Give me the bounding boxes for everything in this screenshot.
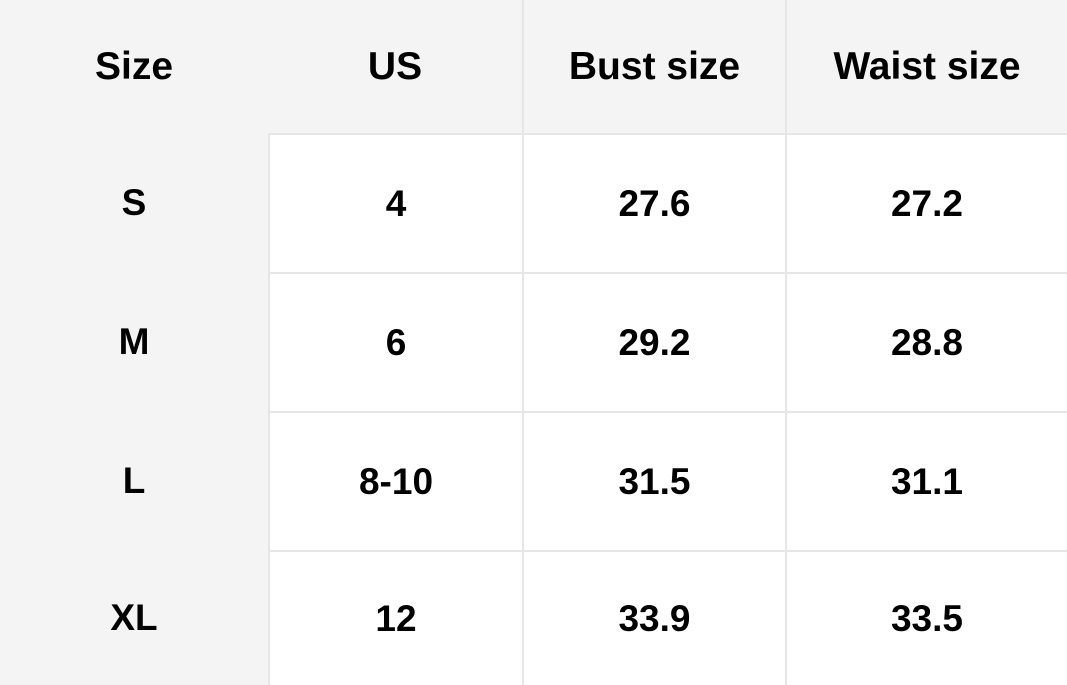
- cell-size: M: [0, 272, 268, 411]
- header-size: Size: [94, 44, 174, 88]
- cell-waist-size: 33.5: [785, 550, 1067, 685]
- header-waist-size: Waist size: [785, 0, 1067, 133]
- cell-us: 6: [268, 272, 522, 411]
- header-bust-size: Bust size: [522, 0, 785, 133]
- cell-bust-size: 31.5: [522, 411, 785, 550]
- cell-size: L: [0, 411, 268, 550]
- cell-us: 4: [268, 133, 522, 272]
- cell-waist-size: 27.2: [785, 133, 1067, 272]
- cell-bust-size: 27.6: [522, 133, 785, 272]
- cell-bust-size: 29.2: [522, 272, 785, 411]
- cell-waist-size: 31.1: [785, 411, 1067, 550]
- cell-size: XL: [0, 550, 268, 685]
- header-us: US: [367, 44, 423, 88]
- cell-us: 12: [268, 550, 522, 685]
- cell-us: 8-10: [268, 411, 522, 550]
- cell-size: S: [0, 133, 268, 272]
- cell-waist-size: 28.8: [785, 272, 1067, 411]
- cell-bust-size: 33.9: [522, 550, 785, 685]
